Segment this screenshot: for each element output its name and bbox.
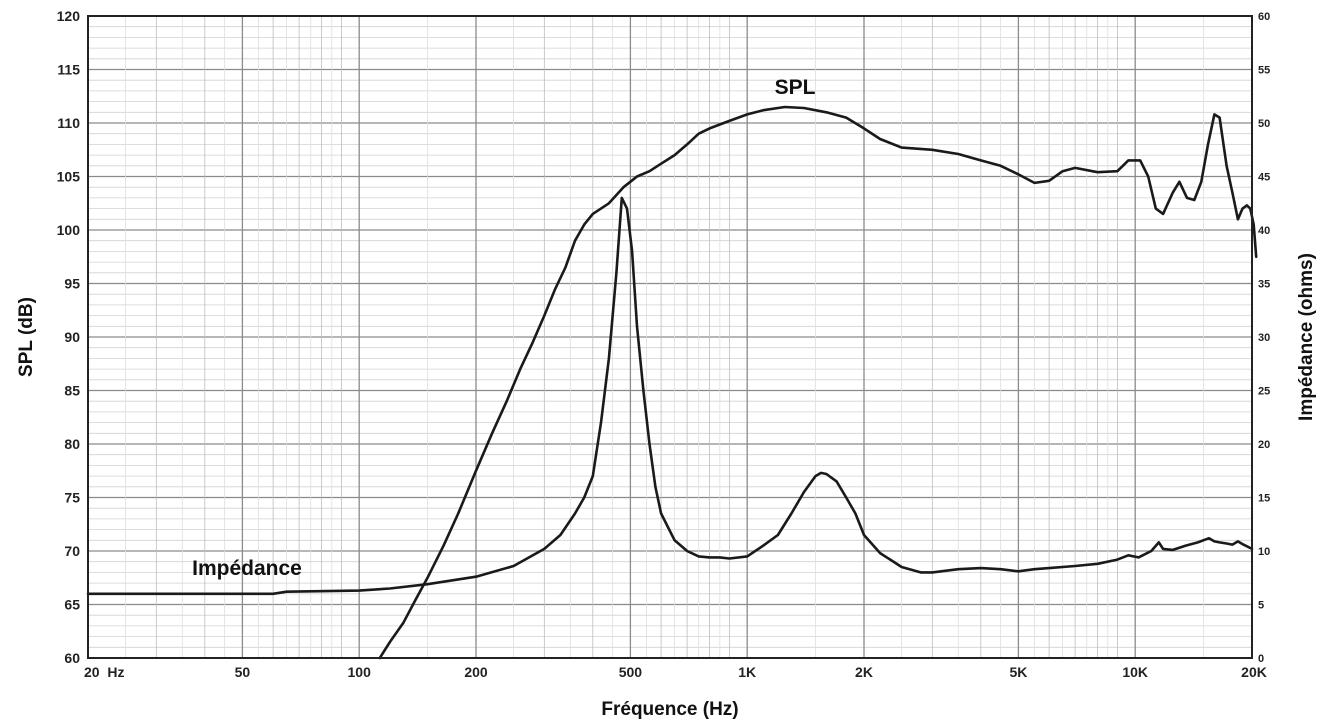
y-tick-label: 90 — [64, 329, 80, 345]
y2-tick-labels: 0 5 10 15 20 25 30 35 40 45 50 55 60 — [1258, 11, 1270, 665]
y-tick-label: 100 — [57, 222, 81, 238]
y2-tick-label: 45 — [1258, 172, 1270, 184]
y-tick-label: 65 — [64, 597, 80, 613]
y2-tick-label: 30 — [1258, 332, 1270, 344]
y-tick-label: 60 — [64, 650, 80, 666]
y2-tick-label: 15 — [1258, 493, 1270, 505]
spl-series-label: SPL — [775, 76, 816, 99]
y2-tick-label: 40 — [1258, 225, 1270, 237]
x-tick-label: 200 — [464, 664, 488, 680]
x-tick-label: 20 Hz — [84, 664, 124, 680]
y2-tick-label: 55 — [1258, 65, 1270, 77]
x-tick-label: 10K — [1122, 664, 1148, 680]
x-tick-label: 1K — [738, 664, 756, 680]
spl-series-line — [378, 105, 1258, 660]
y2-tick-label: 20 — [1258, 439, 1270, 451]
y-tick-label: 110 — [57, 115, 80, 131]
y2-tick-label: 10 — [1258, 546, 1270, 558]
y-axis-title: SPL (dB) — [16, 297, 37, 377]
y2-tick-label: 5 — [1258, 600, 1264, 612]
y-tick-label: 95 — [64, 276, 80, 292]
impedance-series-line — [86, 196, 1254, 596]
y2-tick-label: 35 — [1258, 279, 1270, 291]
grid — [87, 15, 1253, 659]
y-tick-label: 115 — [57, 62, 80, 78]
y-tick-label: 120 — [57, 8, 81, 24]
y-tick-label: 75 — [64, 490, 80, 506]
x-tick-label: 5K — [1009, 664, 1027, 680]
y-tick-label: 80 — [64, 436, 80, 452]
x-tick-label: 2K — [855, 664, 873, 680]
series-layer — [86, 105, 1258, 660]
x-tick-label: 20K — [1241, 664, 1267, 680]
x-tick-label: 50 — [235, 664, 251, 680]
y2-axis-title: Impédance (ohms) — [1296, 253, 1317, 421]
y-tick-label: 85 — [64, 383, 80, 399]
plot-frame — [87, 15, 1253, 659]
y2-tick-label: 50 — [1258, 118, 1270, 130]
y2-tick-label: 60 — [1258, 11, 1270, 23]
x-tick-labels: 20 Hz 50 100 200 500 1K 2K 5K 10K 20K — [84, 664, 1267, 680]
impedance-series-label: Impédance — [192, 557, 302, 580]
y2-tick-label: 0 — [1258, 653, 1264, 665]
x-axis-title: Fréquence (Hz) — [601, 699, 738, 720]
y2-tick-label: 25 — [1258, 386, 1270, 398]
x-tick-label: 100 — [348, 664, 372, 680]
y-tick-label: 105 — [57, 169, 81, 185]
y-tick-labels: 60 65 70 75 80 85 90 95 100 105 110 115 120 — [57, 8, 81, 666]
y-tick-label: 70 — [64, 543, 80, 559]
x-tick-label: 500 — [619, 664, 643, 680]
